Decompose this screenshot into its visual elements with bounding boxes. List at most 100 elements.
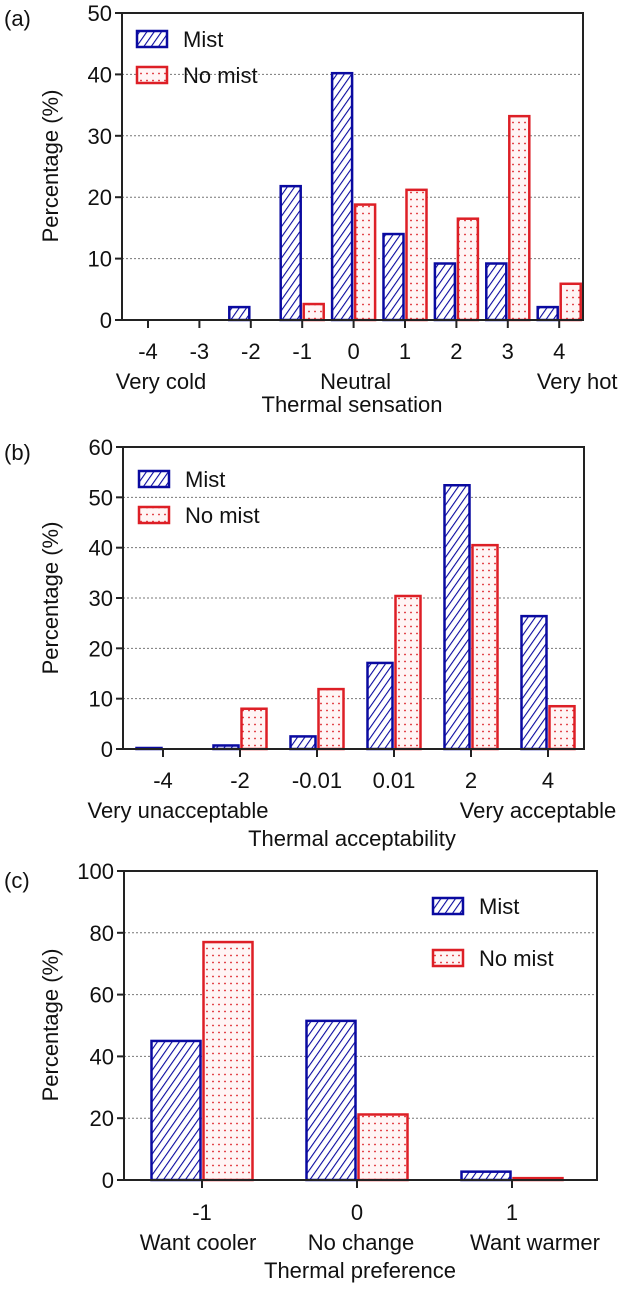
y-tick-label: 0 — [102, 1168, 114, 1193]
bar-mist--1 — [279, 184, 302, 322]
bar-no-mist--1 — [302, 302, 325, 322]
panel-label: (b) — [4, 440, 31, 465]
x-tick-label: 1 — [506, 1200, 518, 1225]
x-tick-label: 1 — [399, 339, 411, 364]
panel-c: (c) 0 20 40 60 80 100 -1 0 1 Want cooler No chan… — [4, 859, 600, 1283]
y-tick-label: 40 — [88, 62, 112, 87]
x-tick-label: -4 — [138, 339, 158, 364]
legend-item: No mist — [431, 946, 554, 971]
x-tick-label: -0.01 — [292, 768, 342, 793]
bar-no-mist-4 — [548, 704, 576, 751]
legend-swatch — [135, 65, 169, 85]
y-tick-label: 60 — [89, 435, 113, 460]
panel-a: (a) 0 10 20 30 40 50 -4 -3 -2 -1 0 1 2 3 4 Very cold N… — [4, 1, 618, 417]
legend-label: Mist — [183, 27, 223, 52]
bar-mist-0 — [330, 71, 354, 322]
bar-no-mist-0.01 — [394, 594, 422, 751]
category-annotation: Want cooler — [140, 1230, 257, 1255]
legend-swatch — [431, 948, 465, 968]
bar-no-mist-2 — [471, 543, 499, 751]
panel-b: (b) 0 10 20 30 40 50 60 -4 -2 -0.01 0.01 2 4 Very u… — [4, 435, 616, 851]
bar-mist--1 — [150, 1039, 202, 1182]
y-tick-label: 80 — [90, 921, 114, 946]
bar-no-mist-1 — [405, 188, 428, 322]
x-tick-label: -1 — [292, 339, 312, 364]
y-axis-title: Percentage (%) — [38, 949, 63, 1102]
bar-mist-3 — [485, 262, 508, 322]
category-annotation: Very hot — [537, 369, 618, 394]
bar-no-mist--1 — [202, 940, 254, 1182]
legend-swatch — [431, 896, 465, 916]
bar-mist--2 — [228, 305, 251, 322]
x-tick-label: 0 — [351, 1200, 363, 1225]
legend-label: No mist — [479, 946, 554, 971]
y-tick-label: 20 — [88, 185, 112, 210]
y-axis-title: Percentage (%) — [38, 522, 63, 675]
x-axis-title: Thermal preference — [264, 1258, 456, 1283]
bar-no-mist-3 — [508, 114, 531, 322]
bar-mist-4 — [520, 614, 548, 751]
category-annotation: Very unacceptable — [87, 798, 268, 823]
x-tick-label: 4 — [542, 768, 554, 793]
bar-no-mist-4 — [559, 282, 582, 322]
x-axis-title: Thermal acceptability — [248, 826, 456, 851]
x-tick-label: 3 — [502, 339, 514, 364]
y-tick-label: 20 — [90, 1106, 114, 1131]
bar-mist-0 — [305, 1019, 357, 1182]
category-annotation: Want warmer — [470, 1230, 600, 1255]
legend-item: Mist — [431, 894, 519, 919]
x-tick-label: -2 — [230, 768, 250, 793]
legend-label: No mist — [185, 503, 260, 528]
y-tick-label: 30 — [89, 586, 113, 611]
y-axis-title: Percentage (%) — [38, 90, 63, 243]
x-tick-label: -1 — [192, 1200, 212, 1225]
y-tick-label: 10 — [88, 247, 112, 272]
x-tick-label: 0 — [347, 339, 359, 364]
bar-mist-1 — [460, 1170, 512, 1182]
x-tick-label: 2 — [465, 768, 477, 793]
plot-frame — [121, 12, 584, 321]
legend-swatch — [137, 505, 171, 525]
bar-mist-2 — [443, 484, 471, 751]
bar-mist-4 — [536, 305, 559, 322]
plot-frame — [123, 870, 598, 1181]
category-annotation: Very acceptable — [460, 798, 617, 823]
x-tick-label: -3 — [190, 339, 210, 364]
bar-no-mist--2 — [240, 707, 268, 751]
x-tick-label: 4 — [553, 339, 565, 364]
bar-no-mist--0.01 — [317, 687, 345, 751]
panel-label: (c) — [4, 868, 30, 893]
y-tick-label: 50 — [88, 1, 112, 26]
legend-label: No mist — [183, 63, 258, 88]
legend-swatch — [135, 29, 169, 49]
legend-label: Mist — [479, 894, 519, 919]
y-tick-label: 40 — [90, 1044, 114, 1069]
y-tick-label: 40 — [89, 536, 113, 561]
y-tick-label: 0 — [101, 737, 113, 762]
legend-item: Mist — [135, 27, 223, 52]
bar-mist-0.01 — [366, 661, 394, 751]
y-tick-label: 20 — [89, 636, 113, 661]
bar-no-mist-0 — [357, 1113, 409, 1182]
y-tick-label: 10 — [89, 687, 113, 712]
y-tick-label: 0 — [100, 308, 112, 333]
legend-item: No mist — [137, 503, 260, 528]
bar-mist-1 — [382, 232, 405, 322]
legend-swatch — [137, 469, 171, 489]
y-tick-label: 30 — [88, 124, 112, 149]
x-axis-title: Thermal sensation — [262, 392, 443, 417]
bar-mist-2 — [433, 262, 457, 322]
x-tick-label: 0.01 — [373, 768, 416, 793]
category-annotation: Very cold — [116, 369, 207, 394]
bar-mist--0.01 — [289, 735, 317, 751]
y-tick-label: 100 — [77, 859, 114, 884]
x-tick-label: 2 — [450, 339, 462, 364]
legend-label: Mist — [185, 467, 225, 492]
legend-item: Mist — [137, 467, 225, 492]
panel-label: (a) — [4, 6, 31, 31]
y-tick-label: 50 — [89, 485, 113, 510]
bar-no-mist-0 — [353, 203, 377, 322]
x-tick-label: -4 — [153, 768, 173, 793]
category-annotation: Neutral — [320, 369, 391, 394]
